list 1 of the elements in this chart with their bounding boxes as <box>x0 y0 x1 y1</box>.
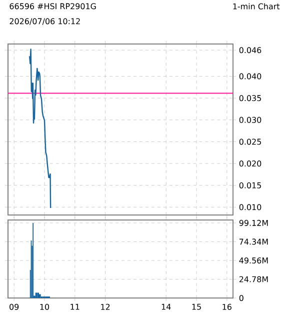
line-series <box>28 48 52 209</box>
